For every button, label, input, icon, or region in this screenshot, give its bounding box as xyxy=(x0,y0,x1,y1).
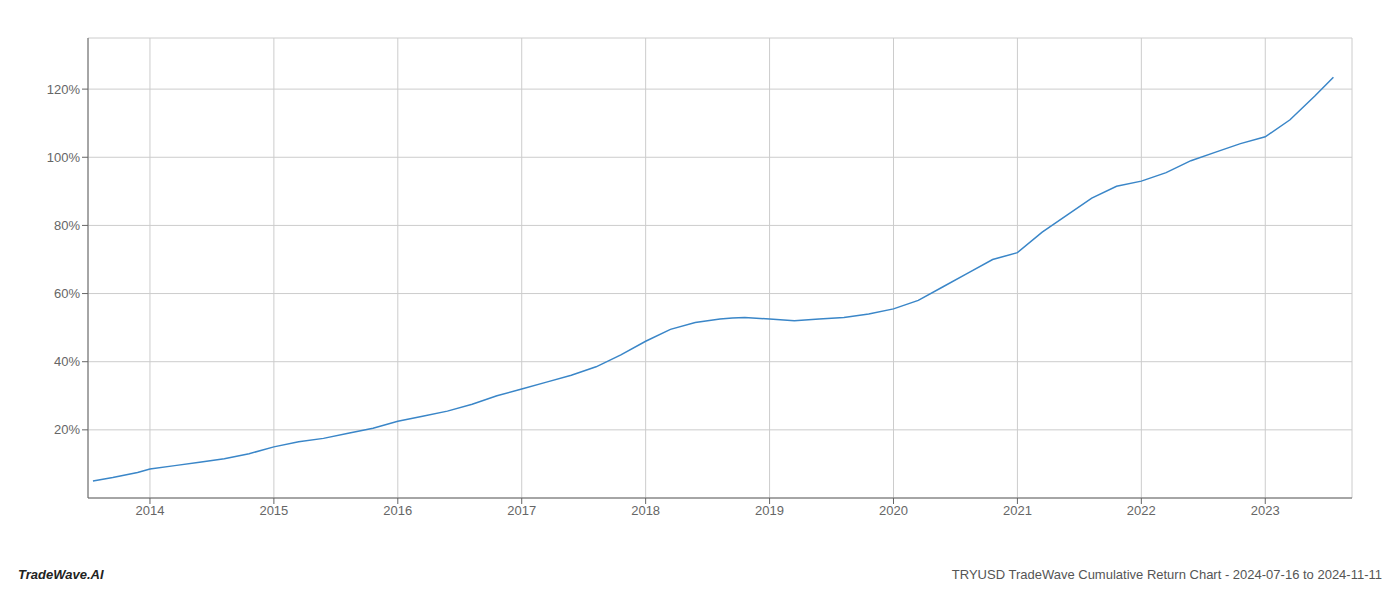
svg-text:80%: 80% xyxy=(54,218,80,233)
svg-text:2017: 2017 xyxy=(507,503,536,518)
svg-text:2016: 2016 xyxy=(383,503,412,518)
svg-text:120%: 120% xyxy=(47,82,81,97)
html-text:TRYUSD TradeWave Cumulative Re: TRYUSD TradeWave Cumulative Return Chart… xyxy=(951,567,1382,582)
svg-text:2018: 2018 xyxy=(631,503,660,518)
svg-text:40%: 40% xyxy=(54,354,80,369)
svg-text:2023: 2023 xyxy=(1251,503,1280,518)
svg-text:2021: 2021 xyxy=(1003,503,1032,518)
svg-text:20%: 20% xyxy=(54,422,80,437)
svg-text:100%: 100% xyxy=(47,150,81,165)
svg-text:2019: 2019 xyxy=(755,503,784,518)
html-text:TradeWave.AI: TradeWave.AI xyxy=(18,567,104,582)
svg-text:2020: 2020 xyxy=(879,503,908,518)
svg-text:2015: 2015 xyxy=(259,503,288,518)
svg-text:60%: 60% xyxy=(54,286,80,301)
svg-text:2022: 2022 xyxy=(1127,503,1156,518)
svg-text:2014: 2014 xyxy=(135,503,164,518)
